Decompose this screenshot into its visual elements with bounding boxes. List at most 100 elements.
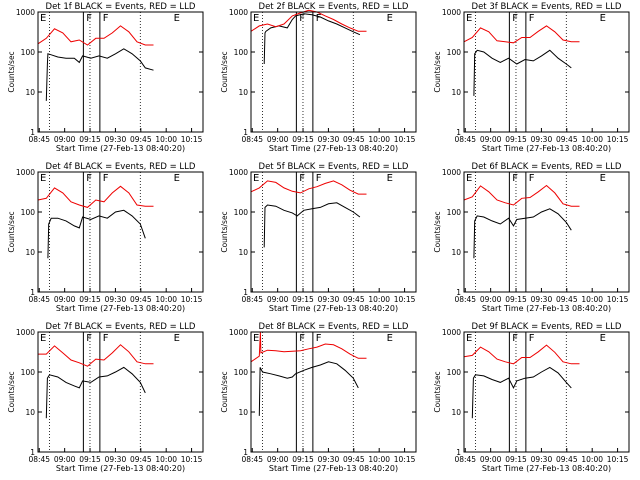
x-tick-label: 09:15: [79, 295, 101, 304]
x-tick-label: 09:00: [54, 295, 76, 304]
y-axis-label: Counts/sec: [433, 371, 442, 412]
event-marker-label: E: [466, 173, 472, 184]
plot-frame: [250, 11, 417, 133]
x-tick-label: 09:15: [505, 295, 527, 304]
y-tick-label: 1: [456, 128, 461, 137]
x-axis-label: Start Time (27-Feb-13 08:40:20): [56, 464, 185, 473]
x-tick-label: 09:15: [79, 135, 101, 144]
series-events-line: [263, 13, 361, 65]
x-tick-label: 09:15: [292, 455, 314, 464]
x-tick-label: 09:30: [105, 455, 127, 464]
y-tick-label: 10: [451, 408, 461, 417]
event-marker-label: E: [174, 333, 180, 344]
y-tick-label: 1000: [229, 8, 248, 17]
plot-frame: [463, 331, 630, 453]
x-tick-label: 10:00: [155, 295, 177, 304]
series-lld-line: [37, 25, 154, 46]
y-tick-label: 1: [30, 288, 35, 297]
x-tick-label: 09:00: [54, 455, 76, 464]
y-tick-label: 1: [243, 128, 248, 137]
y-tick-label: 1: [456, 288, 461, 297]
event-marker-label: E: [600, 173, 606, 184]
x-tick-label: 09:45: [556, 455, 578, 464]
event-marker-label: F: [316, 333, 322, 344]
y-axis-label: Counts/sec: [220, 371, 229, 412]
y-tick-label: 1000: [442, 168, 461, 177]
x-tick-label: 09:00: [267, 135, 289, 144]
y-tick-label: 100: [234, 48, 249, 57]
series-events-line: [473, 208, 572, 259]
x-axis-label: Start Time (27-Feb-13 08:40:20): [56, 144, 185, 153]
x-axis-label: Start Time (27-Feb-13 08:40:20): [482, 464, 611, 473]
chart-title: Det 5f BLACK = Events, RED = LLD: [259, 162, 409, 172]
x-tick-label: 10:15: [394, 455, 416, 464]
x-tick-label: 08:45: [241, 455, 263, 464]
x-tick-label: 09:00: [480, 455, 502, 464]
event-marker-label: E: [174, 13, 180, 24]
event-marker-label: F: [316, 173, 322, 184]
x-tick-label: 09:45: [343, 135, 365, 144]
x-tick-label: 09:00: [267, 295, 289, 304]
x-tick-label: 08:45: [454, 295, 476, 304]
event-marker-label: E: [40, 333, 46, 344]
event-marker-label: F: [529, 13, 535, 24]
x-tick-label: 09:30: [531, 455, 553, 464]
y-axis-label: Counts/sec: [7, 51, 16, 92]
plot-frame: [37, 171, 204, 293]
y-tick-label: 1: [30, 128, 35, 137]
x-tick-label: 09:45: [130, 135, 152, 144]
event-marker-label: F: [86, 333, 92, 344]
x-tick-label: 10:00: [581, 135, 603, 144]
x-tick-label: 10:00: [581, 295, 603, 304]
x-tick-label: 09:30: [105, 135, 127, 144]
chart-title: Det 9f BLACK = Events, RED = LLD: [472, 322, 622, 332]
x-axis-label: Start Time (27-Feb-13 08:40:20): [482, 144, 611, 153]
x-tick-label: 10:00: [155, 135, 177, 144]
y-axis-label: Counts/sec: [7, 211, 16, 252]
x-tick-label: 09:45: [343, 295, 365, 304]
plot-frame: [250, 171, 417, 293]
y-tick-label: 1000: [229, 168, 248, 177]
y-tick-label: 1000: [16, 328, 35, 337]
x-axis-label: Start Time (27-Feb-13 08:40:20): [482, 304, 611, 313]
series-lld-line: [463, 184, 580, 207]
x-tick-label: 10:15: [394, 295, 416, 304]
y-tick-label: 100: [447, 48, 462, 57]
y-tick-label: 10: [238, 408, 248, 417]
chart-title: Det 4f BLACK = Events, RED = LLD: [46, 162, 196, 172]
x-tick-label: 09:45: [130, 295, 152, 304]
event-marker-label: E: [387, 173, 393, 184]
chart-title: Det 1f BLACK = Events, RED = LLD: [46, 2, 196, 12]
y-tick-label: 1000: [229, 328, 248, 337]
x-tick-label: 10:15: [607, 455, 629, 464]
x-tick-label: 08:45: [28, 295, 50, 304]
x-tick-label: 09:00: [267, 455, 289, 464]
series-events-line: [263, 202, 361, 248]
x-tick-label: 09:30: [531, 135, 553, 144]
event-marker-label: F: [316, 13, 322, 24]
series-events-line: [258, 361, 359, 416]
x-tick-label: 08:45: [28, 135, 50, 144]
x-tick-label: 09:15: [505, 135, 527, 144]
series-events-line: [47, 209, 146, 259]
x-axis-label: Start Time (27-Feb-13 08:40:20): [269, 304, 398, 313]
y-tick-label: 1000: [16, 8, 35, 17]
event-marker-label: E: [253, 173, 259, 184]
event-marker-label: F: [512, 173, 518, 184]
y-tick-label: 1000: [442, 328, 461, 337]
x-tick-label: 10:15: [607, 295, 629, 304]
y-axis-label: Counts/sec: [433, 211, 442, 252]
x-tick-label: 09:45: [343, 455, 365, 464]
chart-title: Det 6f BLACK = Events, RED = LLD: [472, 162, 622, 172]
event-marker-label: E: [600, 333, 606, 344]
event-marker-label: F: [86, 173, 92, 184]
y-tick-label: 100: [21, 208, 36, 217]
event-marker-label: F: [299, 13, 305, 24]
x-tick-label: 10:15: [181, 455, 203, 464]
event-marker-label: F: [529, 333, 535, 344]
x-tick-label: 09:15: [292, 135, 314, 144]
